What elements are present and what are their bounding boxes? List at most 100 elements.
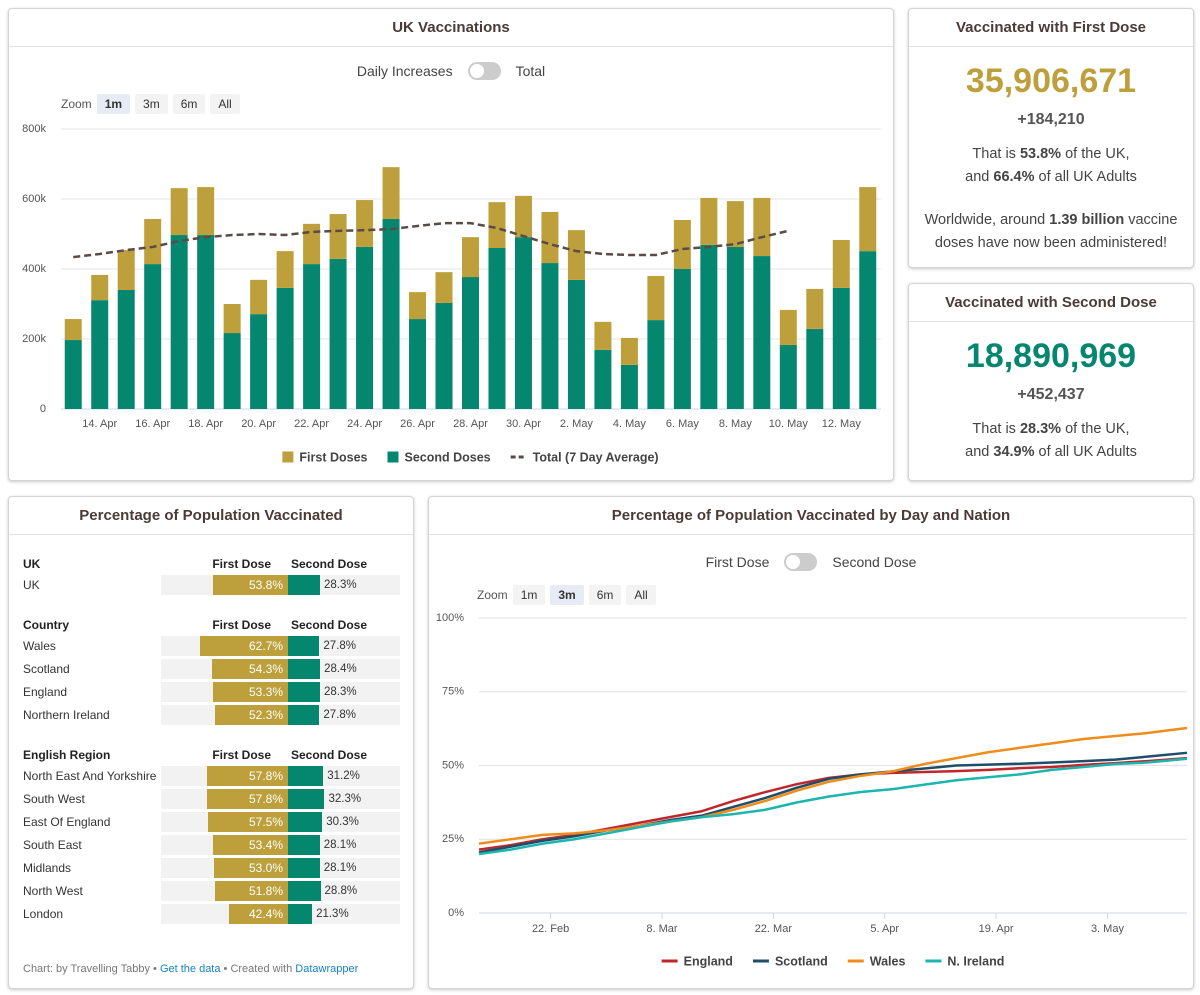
bar [567, 279, 585, 409]
legend-label: Scotland [775, 954, 828, 968]
x-tick-label: 10. May [769, 418, 809, 430]
bar [409, 319, 427, 409]
bar [144, 264, 162, 409]
bar [514, 195, 532, 238]
bar [832, 239, 850, 288]
x-tick-label: 28. Apr [453, 418, 488, 430]
bar [250, 314, 268, 409]
x-tick-label: 16. Apr [135, 418, 170, 430]
zoom-button[interactable]: All [210, 94, 240, 114]
first-dose-label: 62.7% [248, 639, 283, 653]
card-text: of the UK, [1061, 146, 1130, 162]
card-line: and 66.4% of all UK Adults [909, 166, 1193, 189]
card-title: Vaccinated with Second Dose [909, 284, 1193, 322]
toggle-switch[interactable] [467, 62, 501, 80]
card-paragraph: That is 53.8% of the UK, and 66.4% of all… [909, 143, 1193, 189]
footer-link[interactable]: Get the data [159, 963, 221, 975]
y-tick-label: 0 [40, 403, 46, 415]
bar [197, 187, 215, 236]
x-tick-label: 3. May [1091, 923, 1125, 935]
zoom-button[interactable]: 3m [550, 585, 584, 605]
second-dose-bar [288, 812, 323, 832]
x-tick-label: 8. May [719, 418, 753, 430]
bar [806, 288, 824, 329]
first-dose-label: 57.5% [248, 815, 283, 829]
card-line: That is 28.3% of the UK, [909, 418, 1193, 441]
zoom-button[interactable]: 1m [96, 94, 131, 114]
zoom-button[interactable]: All [626, 585, 656, 605]
card-text: Worldwide, around [924, 212, 1050, 228]
first-dose-bar [207, 766, 288, 786]
row-name: Wales [23, 639, 56, 653]
second-dose-card: Vaccinated with Second Dose 18,890,969 +45… [908, 283, 1194, 481]
second-dose-bar [288, 682, 320, 702]
bar [117, 250, 135, 290]
bar [620, 364, 638, 409]
bar [859, 251, 877, 409]
bar [673, 220, 691, 269]
zoom-button[interactable]: 3m [135, 94, 168, 114]
x-tick-label: 19. Apr [979, 923, 1014, 935]
card-text: 1.39 billion [1049, 212, 1125, 228]
zoom-button[interactable]: 1m [512, 585, 546, 605]
legend-swatch [282, 451, 294, 463]
legend-swatch [387, 451, 399, 463]
first-dose-card: Vaccinated with First Dose 35,906,671 +184… [908, 8, 1194, 268]
toggle-right: Second Dose [832, 554, 917, 570]
row-name: North West [23, 884, 83, 898]
series-line [478, 726, 1188, 845]
zoom-button[interactable]: 6m [588, 585, 622, 605]
bar [594, 349, 612, 409]
y-tick-label: 0% [448, 907, 464, 919]
footer-link[interactable]: Datawrapper [295, 963, 359, 975]
column-header: Second Dose [291, 618, 368, 632]
y-tick-label: 75% [442, 686, 464, 698]
zoom-label: Zoom [477, 588, 508, 602]
bar [700, 197, 718, 245]
x-tick-label: 24. Apr [347, 418, 382, 430]
bar [488, 248, 506, 409]
card-text: 34.9% [993, 444, 1035, 460]
row-name: London [23, 907, 64, 921]
row-name: North East And Yorkshire [23, 769, 157, 783]
panel-title: UK Vaccinations [9, 9, 893, 47]
bar [726, 201, 744, 247]
bar [832, 287, 850, 409]
toggle-left: First Dose [705, 554, 770, 570]
bar [779, 344, 797, 409]
toggle-right: Total [515, 63, 546, 79]
first-dose-bar [211, 659, 288, 679]
line-chart: 0% 25% 50% 75% 100% 22. Feb 8. Mar 22. Mar 5. Ap… [436, 612, 1188, 968]
second-dose-label: 28.3% [323, 686, 357, 698]
section-heading: UK [23, 557, 41, 571]
card-total: 18,890,969 [965, 337, 1137, 375]
bar [250, 279, 268, 315]
first-dose-bar [214, 705, 288, 725]
zoom-button[interactable]: 6m [172, 94, 206, 114]
toggle: Daily Increases Total [9, 62, 893, 80]
toggle: First Dose Second Dose [429, 553, 1193, 571]
x-tick-label: 22. Apr [294, 418, 329, 430]
legend-label: First Doses [299, 450, 367, 464]
series-line [478, 757, 1188, 856]
card-text: 53.8% [1019, 146, 1062, 162]
bar [64, 319, 82, 341]
bar [435, 302, 453, 409]
x-tick-label: 30. Apr [506, 418, 541, 430]
y-tick-label: 800k [22, 123, 46, 135]
y-tick-label: 50% [442, 759, 464, 771]
card-paragraph: Worldwide, around 1.39 billion vaccine do… [909, 209, 1193, 255]
x-tick-label: 20. Apr [241, 418, 276, 430]
bar [435, 272, 453, 303]
bar [276, 251, 294, 288]
second-dose-label: 30.3% [326, 816, 359, 828]
card-text: of all UK Adults [1034, 444, 1137, 460]
bar [541, 263, 559, 409]
first-dose-label: 53.8% [248, 578, 283, 592]
column-header: First Dose [212, 618, 271, 632]
card-line: doses have now been administered! [909, 232, 1193, 255]
nation-panel: 0% 25% 50% 75% 100% 22. Feb 8. Mar 22. Mar 5. Ap… [428, 496, 1194, 989]
x-tick-label: 18. Apr [188, 418, 223, 430]
second-dose-bar [288, 835, 320, 855]
toggle-switch[interactable] [784, 553, 818, 571]
